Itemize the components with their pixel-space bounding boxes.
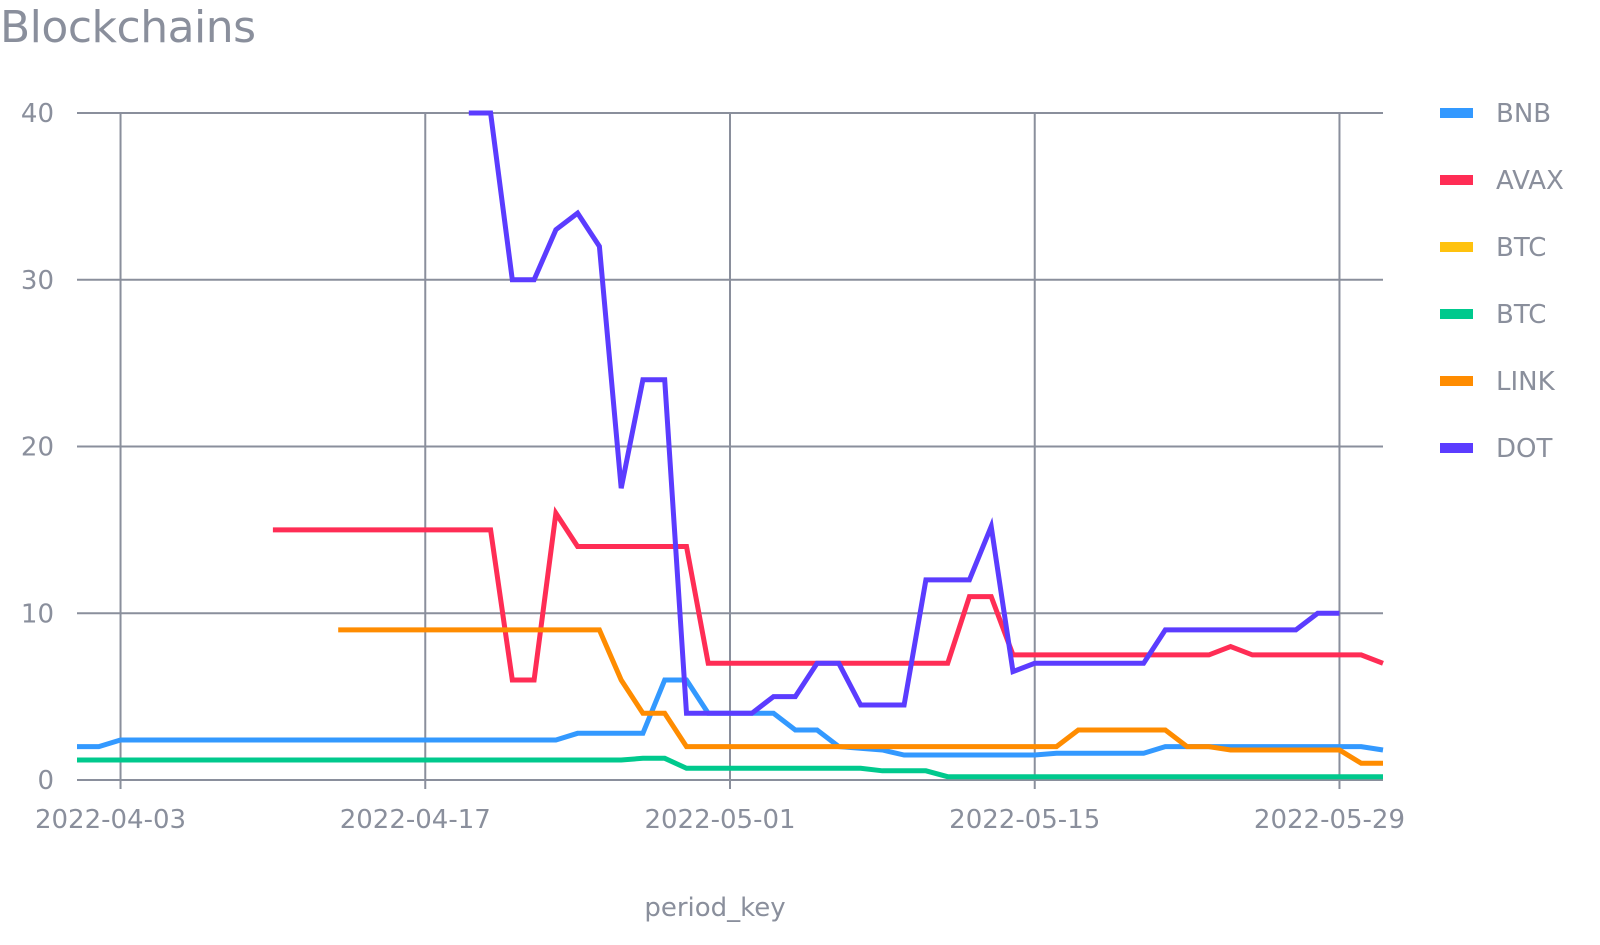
legend-label: DOT bbox=[1496, 434, 1552, 464]
y-tick-label: 30 bbox=[21, 266, 54, 296]
series-line-bnb bbox=[77, 677, 1384, 758]
series-line-avax bbox=[272, 506, 1384, 683]
x-tick-label: 2022-04-17 bbox=[340, 805, 491, 835]
grid-lines bbox=[77, 112, 1383, 789]
x-tick-label: 2022-04-03 bbox=[35, 805, 186, 835]
legend-swatch bbox=[1440, 175, 1473, 185]
legend-swatch bbox=[1440, 309, 1473, 319]
series-lines bbox=[77, 110, 1384, 780]
tick-labels: 0 10 20 30 40 2022-04-03 2022-04-17 2022-05-01 2… bbox=[21, 99, 1405, 835]
legend: BNB AVAX BTC BTC LINK DOT bbox=[1440, 99, 1564, 464]
x-tick-label: 2022-05-29 bbox=[1254, 805, 1405, 835]
legend-label: BTC bbox=[1496, 300, 1546, 330]
legend-label: BNB bbox=[1496, 99, 1551, 129]
legend-swatch bbox=[1440, 108, 1473, 118]
chart-title: Blockchains bbox=[0, 2, 256, 53]
x-axis-label: period_key bbox=[644, 893, 785, 923]
series-line-link bbox=[338, 627, 1383, 766]
legend-swatch bbox=[1440, 242, 1473, 252]
legend-label: LINK bbox=[1496, 367, 1556, 397]
legend-swatch bbox=[1440, 443, 1473, 453]
series-line-btc bbox=[77, 755, 1383, 780]
legend-swatch bbox=[1440, 376, 1473, 386]
y-tick-label: 20 bbox=[21, 433, 54, 463]
x-tick-label: 2022-05-15 bbox=[949, 805, 1100, 835]
y-tick-label: 0 bbox=[37, 766, 54, 796]
x-tick-label: 2022-05-01 bbox=[644, 805, 795, 835]
legend-label: BTC bbox=[1496, 233, 1546, 263]
y-tick-label: 10 bbox=[21, 599, 54, 629]
series-line-dot bbox=[468, 110, 1340, 716]
y-tick-label: 40 bbox=[21, 99, 54, 129]
legend-label: AVAX bbox=[1496, 166, 1564, 196]
